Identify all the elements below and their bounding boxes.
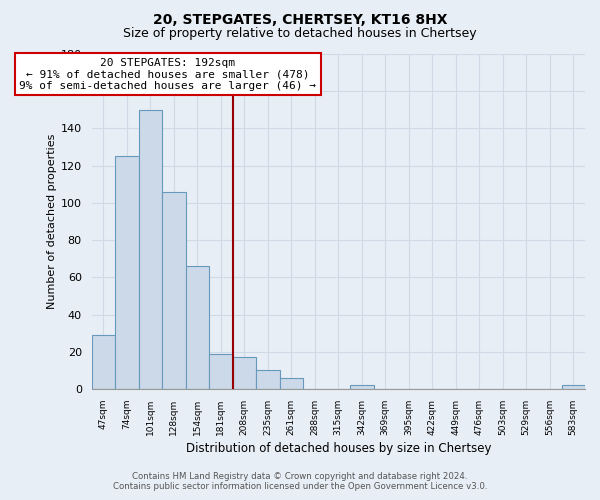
Bar: [162, 192, 185, 389]
Bar: [185, 266, 209, 389]
Bar: [209, 354, 233, 389]
Bar: [562, 385, 585, 389]
Text: Size of property relative to detached houses in Chertsey: Size of property relative to detached ho…: [123, 28, 477, 40]
Bar: [280, 378, 303, 389]
Y-axis label: Number of detached properties: Number of detached properties: [47, 134, 56, 309]
Bar: [233, 358, 256, 389]
Bar: [92, 335, 115, 389]
Bar: [115, 156, 139, 389]
X-axis label: Distribution of detached houses by size in Chertsey: Distribution of detached houses by size …: [185, 442, 491, 455]
Bar: [139, 110, 162, 389]
Bar: [256, 370, 280, 389]
Text: 20, STEPGATES, CHERTSEY, KT16 8HX: 20, STEPGATES, CHERTSEY, KT16 8HX: [153, 12, 447, 26]
Text: 20 STEPGATES: 192sqm
← 91% of detached houses are smaller (478)
9% of semi-detac: 20 STEPGATES: 192sqm ← 91% of detached h…: [19, 58, 316, 91]
Text: Contains HM Land Registry data © Crown copyright and database right 2024.
Contai: Contains HM Land Registry data © Crown c…: [113, 472, 487, 491]
Bar: [350, 385, 374, 389]
